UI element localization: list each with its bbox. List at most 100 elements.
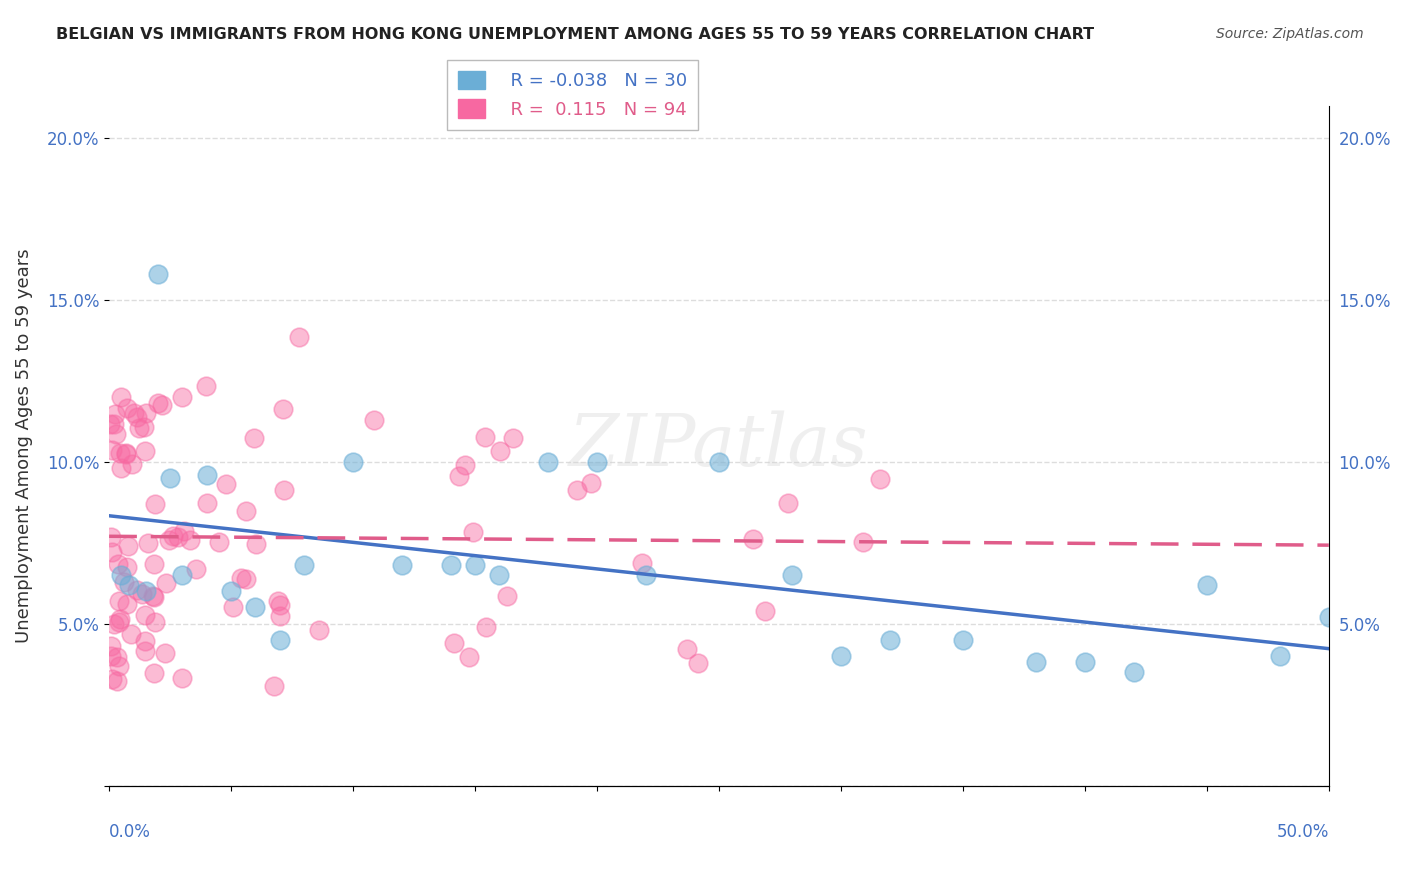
Belgians xyxy=(707,455,730,469)
Immigrants from Hong Kong xyxy=(869,472,891,486)
Immigrants from Hong Kong xyxy=(173,524,195,539)
Immigrants from Hong Kong xyxy=(120,627,142,641)
Immigrants from Hong Kong xyxy=(105,427,128,442)
Immigrants from Hong Kong xyxy=(676,641,699,656)
Belgians xyxy=(1122,665,1144,680)
Immigrants from Hong Kong xyxy=(135,406,157,420)
Immigrants from Hong Kong xyxy=(565,483,588,497)
Text: 0.0%: 0.0% xyxy=(110,823,150,841)
Immigrants from Hong Kong xyxy=(100,639,122,653)
Immigrants from Hong Kong xyxy=(100,530,122,544)
Immigrants from Hong Kong xyxy=(134,643,156,657)
Text: ZIPatlas: ZIPatlas xyxy=(569,410,869,481)
Immigrants from Hong Kong xyxy=(195,496,218,510)
Belgians xyxy=(586,455,609,469)
Immigrants from Hong Kong xyxy=(754,604,776,618)
Immigrants from Hong Kong xyxy=(167,530,190,544)
Belgians xyxy=(342,455,364,469)
Belgians xyxy=(439,558,461,573)
Immigrants from Hong Kong xyxy=(686,656,709,670)
Immigrants from Hong Kong xyxy=(105,649,128,664)
Immigrants from Hong Kong xyxy=(134,607,156,622)
Belgians xyxy=(195,467,218,482)
Belgians xyxy=(135,584,157,599)
Immigrants from Hong Kong xyxy=(195,378,218,392)
Belgians xyxy=(292,558,315,573)
Immigrants from Hong Kong xyxy=(222,600,245,615)
Belgians xyxy=(1268,648,1291,663)
Immigrants from Hong Kong xyxy=(104,407,127,421)
Immigrants from Hong Kong xyxy=(136,536,159,550)
Belgians xyxy=(1074,656,1097,670)
Immigrants from Hong Kong xyxy=(100,649,122,664)
Immigrants from Hong Kong xyxy=(101,672,124,686)
Immigrants from Hong Kong xyxy=(273,483,295,498)
Immigrants from Hong Kong xyxy=(143,615,166,629)
Immigrants from Hong Kong xyxy=(269,608,291,623)
Immigrants from Hong Kong xyxy=(122,406,145,420)
Immigrants from Hong Kong xyxy=(235,572,257,586)
Immigrants from Hong Kong xyxy=(186,562,208,576)
Immigrants from Hong Kong xyxy=(108,659,131,673)
Immigrants from Hong Kong xyxy=(162,529,184,543)
Belgians xyxy=(464,558,486,573)
Belgians xyxy=(1025,656,1047,670)
Text: 50.0%: 50.0% xyxy=(1277,823,1329,841)
Immigrants from Hong Kong xyxy=(117,539,139,553)
Immigrants from Hong Kong xyxy=(157,533,180,548)
Immigrants from Hong Kong xyxy=(742,532,765,546)
Immigrants from Hong Kong xyxy=(121,457,143,471)
Immigrants from Hong Kong xyxy=(269,599,291,613)
Immigrants from Hong Kong xyxy=(489,444,512,458)
Immigrants from Hong Kong xyxy=(231,571,253,585)
Immigrants from Hong Kong xyxy=(108,615,131,629)
Text: Source: ZipAtlas.com: Source: ZipAtlas.com xyxy=(1216,27,1364,41)
Immigrants from Hong Kong xyxy=(172,390,194,404)
Immigrants from Hong Kong xyxy=(143,497,166,511)
Immigrants from Hong Kong xyxy=(134,420,156,434)
Immigrants from Hong Kong xyxy=(110,461,132,475)
Belgians xyxy=(219,584,242,599)
Immigrants from Hong Kong xyxy=(155,575,177,590)
Immigrants from Hong Kong xyxy=(463,524,485,539)
Belgians xyxy=(146,267,169,281)
Belgians xyxy=(391,558,413,573)
Immigrants from Hong Kong xyxy=(107,557,129,571)
Immigrants from Hong Kong xyxy=(134,634,156,648)
Immigrants from Hong Kong xyxy=(496,589,519,603)
Immigrants from Hong Kong xyxy=(142,557,165,571)
Immigrants from Hong Kong xyxy=(630,556,652,570)
Belgians xyxy=(830,648,852,663)
Belgians xyxy=(952,632,974,647)
Belgians xyxy=(879,632,901,647)
Legend:   R = -0.038   N = 30,   R =  0.115   N = 94: R = -0.038 N = 30, R = 0.115 N = 94 xyxy=(447,60,699,129)
Belgians xyxy=(117,578,139,592)
Immigrants from Hong Kong xyxy=(117,401,139,415)
Immigrants from Hong Kong xyxy=(208,535,231,549)
Immigrants from Hong Kong xyxy=(155,647,177,661)
Immigrants from Hong Kong xyxy=(150,398,173,412)
Immigrants from Hong Kong xyxy=(447,469,470,483)
Immigrants from Hong Kong xyxy=(271,402,294,417)
Immigrants from Hong Kong xyxy=(101,545,124,559)
Belgians xyxy=(245,600,267,615)
Immigrants from Hong Kong xyxy=(170,671,193,685)
Immigrants from Hong Kong xyxy=(115,597,138,611)
Immigrants from Hong Kong xyxy=(101,442,124,457)
Immigrants from Hong Kong xyxy=(146,396,169,410)
Immigrants from Hong Kong xyxy=(108,446,131,460)
Immigrants from Hong Kong xyxy=(443,636,465,650)
Belgians xyxy=(780,568,803,582)
Immigrants from Hong Kong xyxy=(103,616,125,631)
Belgians xyxy=(1195,578,1218,592)
Immigrants from Hong Kong xyxy=(776,496,799,510)
Immigrants from Hong Kong xyxy=(179,533,201,547)
Immigrants from Hong Kong xyxy=(243,431,266,445)
Immigrants from Hong Kong xyxy=(363,413,385,427)
Immigrants from Hong Kong xyxy=(110,390,132,404)
Immigrants from Hong Kong xyxy=(852,535,875,549)
Immigrants from Hong Kong xyxy=(502,431,524,445)
Immigrants from Hong Kong xyxy=(105,673,128,688)
Immigrants from Hong Kong xyxy=(142,590,165,604)
Immigrants from Hong Kong xyxy=(215,476,238,491)
